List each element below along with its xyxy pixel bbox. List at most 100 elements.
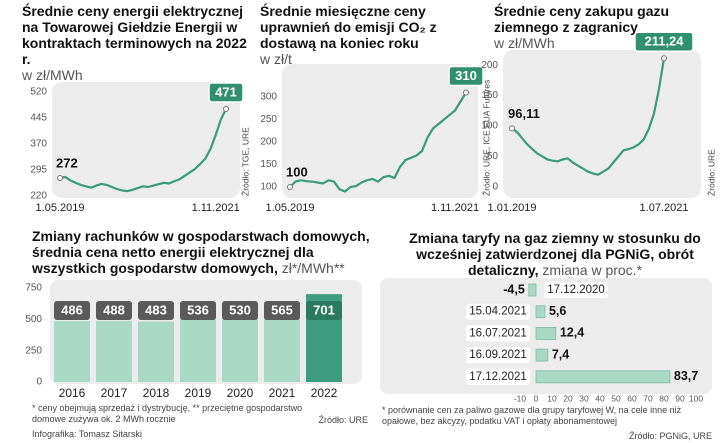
unit: zł*/MWh** <box>281 260 345 276</box>
bar <box>528 283 537 297</box>
title-text: Średnie ceny zakupu gazu ziemnego z zagr… <box>494 3 670 35</box>
y-tick-label: 300 <box>260 92 277 103</box>
x-tick-label: 70 <box>643 393 653 403</box>
y-tick-label: 250 <box>260 114 277 125</box>
line <box>289 91 467 193</box>
x-tick-label: 30 <box>579 393 589 403</box>
point <box>287 184 293 190</box>
category-box <box>466 347 530 364</box>
category-label: 16.07.2021 <box>469 327 527 339</box>
label-box <box>448 65 484 87</box>
data-label: 486 <box>61 302 83 317</box>
data-label: 272 <box>56 155 78 170</box>
x-tick-label: 60 <box>627 393 637 403</box>
x-tick-label: 1.05.2019 <box>36 202 85 214</box>
x-tick-label: 2022 <box>311 386 338 400</box>
data-label: 96,11 <box>508 106 540 121</box>
point <box>57 174 63 181</box>
unit: w zł/MWh <box>22 67 83 83</box>
x-tick-label: 20 <box>563 393 573 403</box>
data-label: 536 <box>187 302 209 317</box>
label-box <box>208 82 244 103</box>
y-tick-label: 150 <box>260 159 277 170</box>
data-label: 530 <box>229 302 251 317</box>
x-tick-label: 2020 <box>227 386 254 400</box>
data-label: 12,4 <box>560 326 584 340</box>
data-label: 5,6 <box>549 304 566 318</box>
x-tick-label: 1.01.2019 <box>488 202 537 214</box>
x-tick-label: -10 <box>514 393 527 403</box>
chart-title: Zmiana taryfy na gaz ziemny w stosunku d… <box>400 230 710 278</box>
line <box>511 58 666 176</box>
category-box <box>466 368 530 385</box>
y-tick-label: 0 <box>36 377 42 388</box>
bar <box>535 370 671 384</box>
x-tick-label: 1.11.2021 <box>192 202 240 214</box>
x-tick-label: 1.11.2021 <box>431 202 479 214</box>
chart-title: Średnie ceny energii elektrycznej na Tow… <box>22 3 247 83</box>
label-box <box>96 301 132 320</box>
bar <box>535 305 546 319</box>
category-label: 17.12.2021 <box>469 371 527 383</box>
y-tick-label: 100 <box>260 182 277 193</box>
point <box>223 105 229 112</box>
source: Źródło: TGE, URE <box>240 127 250 196</box>
x-tick-label: 2016 <box>59 386 86 400</box>
label-box <box>138 301 174 320</box>
bar <box>222 315 258 382</box>
title-text: Zmiana taryfy na gaz ziemny w stosunku d… <box>409 230 701 278</box>
data-label: 310 <box>455 68 477 83</box>
credit: Infografika: Tomasz Sitarski <box>32 429 142 439</box>
x-tick-label: 2021 <box>269 386 296 400</box>
x-tick-label: 100 <box>689 393 703 403</box>
source: Źródło: URE <box>318 415 368 425</box>
data-label: 488 <box>103 302 125 317</box>
unit: zmiana w proc.* <box>542 262 643 278</box>
title-text: Zmiany rachunków w gospodarstwach domowy… <box>32 228 370 276</box>
bar <box>535 326 557 340</box>
data-label: -4,5 <box>503 282 525 296</box>
x-tick-label: 0 <box>534 393 539 403</box>
title-text: Średnie ceny energii elektrycznej na Tow… <box>22 3 247 67</box>
label-box <box>54 301 90 320</box>
y-tick-label: 100 <box>481 121 498 132</box>
point <box>463 89 469 96</box>
y-tick-label: 200 <box>481 60 498 71</box>
data-label: 471 <box>215 84 237 99</box>
label-box <box>306 301 342 320</box>
chart-title: Średnie miesięczne ceny uprawnień do emi… <box>260 3 475 67</box>
category-box <box>544 282 608 298</box>
label-box <box>264 301 300 320</box>
x-tick-label: 2018 <box>143 386 170 400</box>
label-box <box>222 301 258 320</box>
x-tick-label: 90 <box>675 393 685 403</box>
source: Źródło: PGNiG, URE <box>628 431 712 441</box>
data-label: 211,24 <box>644 34 684 49</box>
point <box>661 55 667 62</box>
unit: w zł/MWh <box>494 35 555 51</box>
y-tick-label: 445 <box>30 113 47 124</box>
chart-title: Średnie ceny zakupu gazu ziemnego z zagr… <box>494 3 694 51</box>
bar <box>264 311 300 382</box>
x-tick-label: 80 <box>659 393 669 403</box>
x-tick-label: 50 <box>611 393 621 403</box>
line <box>59 108 227 193</box>
x-tick-label: 2017 <box>101 386 128 400</box>
x-tick-label: 2019 <box>185 386 212 400</box>
y-tick-label: 500 <box>25 314 42 325</box>
category-label: 15.04.2021 <box>469 306 527 318</box>
data-label: 701 <box>313 302 335 317</box>
data-label: 565 <box>271 302 293 317</box>
x-tick-label: 40 <box>595 393 605 403</box>
label-box <box>634 31 694 53</box>
bar <box>180 314 216 382</box>
category-label: 16.09.2021 <box>469 349 527 361</box>
footnote: * porównanie cen za paliwo gazowe dla gr… <box>382 405 682 426</box>
y-tick-label: 250 <box>25 345 42 356</box>
y-tick-label: 0 <box>492 182 498 193</box>
source: Źródło: URE, ICE EUA Futures <box>481 80 491 196</box>
bar <box>535 348 549 362</box>
plot-area <box>503 50 701 198</box>
footnote: * ceny obejmują sprzedaż i dystrybucję, … <box>32 403 303 424</box>
